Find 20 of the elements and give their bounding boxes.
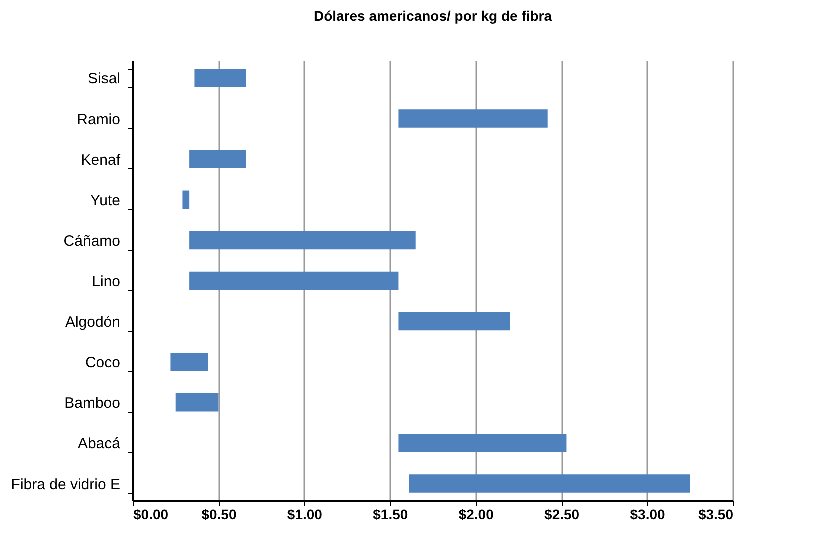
y-tick-label: Yute [90,192,120,210]
x-tick-label: $0.00 [134,506,169,522]
y-tick-label: Sisal [88,70,120,88]
y-tick-label: Algodón [65,314,120,332]
x-tick-label: $1.50 [373,506,408,522]
x-tick-label: $1.00 [287,506,323,522]
x-tick-label: $2.00 [458,506,494,522]
x-tick-label: $2.50 [544,506,580,522]
y-tick-label: Abacá [78,436,122,453]
y-tick-label: Lino [92,274,120,290]
y-tick-label: Ramio [77,111,120,128]
y-tick-label: Coco [85,354,120,372]
y-tick-label: Cáñamo [64,232,120,250]
chart-title: Dólares americanos/ por kg de fibra [314,8,552,24]
x-tick-label: $3.50 [698,506,734,522]
y-tick-label: Bamboo [64,395,120,412]
y-tick-label: Kenaf [81,152,122,169]
y-tick-label: Fibra de vidrio E [11,476,120,494]
x-tick-label: $3.00 [630,506,666,522]
x-tick-label: $0.50 [202,506,237,522]
